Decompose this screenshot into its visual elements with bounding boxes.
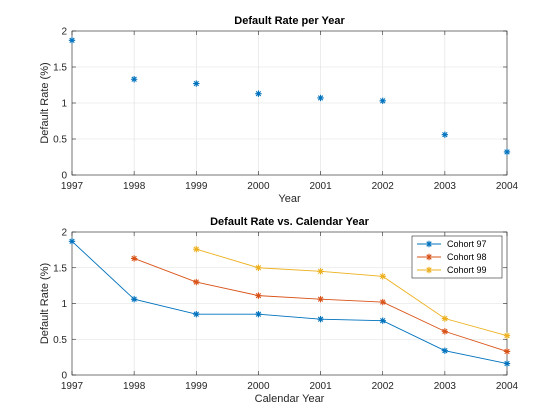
- data-point: [317, 296, 324, 303]
- x-tick-label: 2001: [309, 381, 332, 392]
- legend-label: Cohort 98: [447, 252, 487, 262]
- x-tick-label: 2000: [247, 381, 270, 392]
- legend-marker: [425, 266, 433, 274]
- x-tick-label: 2000: [247, 181, 270, 192]
- y-tick-label: 1: [61, 299, 67, 310]
- data-point: [503, 360, 511, 367]
- x-tick-label: 1997: [61, 181, 84, 192]
- legend-label: Cohort 99: [447, 265, 487, 275]
- data-point: [193, 80, 200, 87]
- x-tick-label: 1998: [123, 381, 146, 392]
- data-point: [68, 238, 76, 245]
- y-axis-label: Default Rate (%): [39, 62, 51, 143]
- y-tick-label: 0: [61, 371, 67, 382]
- legend: Cohort 97 Cohort 98 Cohort 99: [411, 235, 503, 279]
- legend-marker: [425, 253, 433, 261]
- x-tick-label: 1999: [185, 381, 208, 392]
- data-point: [255, 311, 262, 318]
- x-tick-label: 2003: [434, 181, 457, 192]
- y-tick-label: 0.5: [53, 335, 67, 346]
- x-tick-label: 2004: [496, 181, 519, 192]
- y-tick-label: 0.5: [53, 135, 67, 146]
- x-tick-label: 2002: [372, 381, 395, 392]
- data-point: [193, 245, 200, 253]
- data-point: [379, 97, 386, 105]
- data-point: [503, 332, 511, 339]
- data-point: [130, 296, 138, 303]
- series-line: [196, 248, 508, 337]
- data-point: [130, 255, 138, 262]
- chart-title: Default Rate vs. Calendar Year: [210, 216, 369, 228]
- x-tick-label: 2002: [372, 181, 395, 192]
- data-point: [441, 328, 449, 335]
- x-tick-label: 1997: [61, 381, 84, 392]
- y-axis-label: Default Rate (%): [39, 263, 51, 344]
- data-point: [441, 347, 449, 354]
- data-point: [317, 268, 324, 275]
- data-point: [193, 311, 200, 318]
- chart-title: Default Rate per Year: [234, 15, 345, 27]
- top-chart: 1997 1998 1999 2000 2001 2002 2003 2004 0 0.5 1 1.5…: [39, 15, 519, 205]
- legend-marker: [425, 240, 433, 248]
- data-point: [503, 148, 511, 156]
- x-axis-label: Year: [278, 193, 301, 205]
- x-tick-label: 1998: [123, 181, 146, 192]
- x-tick-label: 2004: [496, 381, 519, 392]
- y-tick-label: 2: [61, 228, 67, 239]
- data-point: [255, 264, 262, 271]
- data-point: [130, 76, 138, 83]
- data-point: [68, 37, 76, 44]
- legend-label: Cohort 97: [447, 239, 487, 249]
- data-point: [255, 90, 262, 97]
- bottom-chart: 1997 1998 1999 2000 2001 2002 2003 2004 0 0.5 1 1.5…: [39, 216, 519, 405]
- data-point: [193, 278, 200, 286]
- data-point: [317, 316, 324, 323]
- data-point: [441, 131, 449, 138]
- y-tick-label: 1: [61, 99, 67, 110]
- x-tick-label: 1999: [185, 181, 208, 192]
- data-point: [379, 317, 386, 324]
- y-tick-label: 2: [61, 27, 67, 38]
- y-tick-label: 1.5: [53, 63, 67, 74]
- data-point: [379, 298, 386, 306]
- data-point: [441, 315, 449, 322]
- data-point: [317, 94, 324, 102]
- data-point: [503, 348, 511, 355]
- x-tick-label: 2003: [434, 381, 457, 392]
- data-point: [379, 273, 386, 280]
- data-point: [255, 292, 262, 299]
- x-tick-label: 2001: [309, 181, 332, 192]
- x-axis-label: Calendar Year: [255, 393, 325, 405]
- y-tick-label: 0: [61, 171, 67, 182]
- series-line: [71, 240, 508, 365]
- y-tick-label: 1.5: [53, 263, 67, 274]
